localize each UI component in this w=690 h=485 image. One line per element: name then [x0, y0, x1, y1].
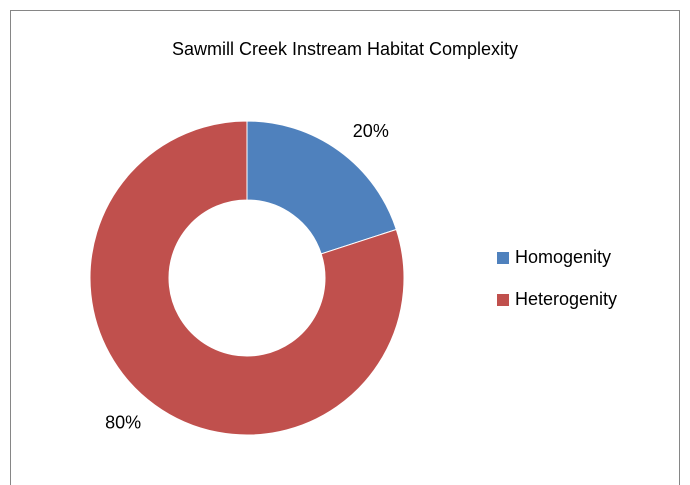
data-label: 20%	[353, 121, 389, 141]
data-label: 80%	[105, 412, 141, 432]
legend-label: Heterogenity	[515, 289, 617, 309]
legend-swatch	[497, 294, 509, 306]
chart-title: Sawmill Creek Instream Habitat Complexit…	[172, 39, 518, 59]
legend-label: Homogenity	[515, 247, 611, 267]
donut-segment	[246, 120, 397, 255]
legend-swatch	[497, 252, 509, 264]
donut-segment	[89, 120, 405, 436]
